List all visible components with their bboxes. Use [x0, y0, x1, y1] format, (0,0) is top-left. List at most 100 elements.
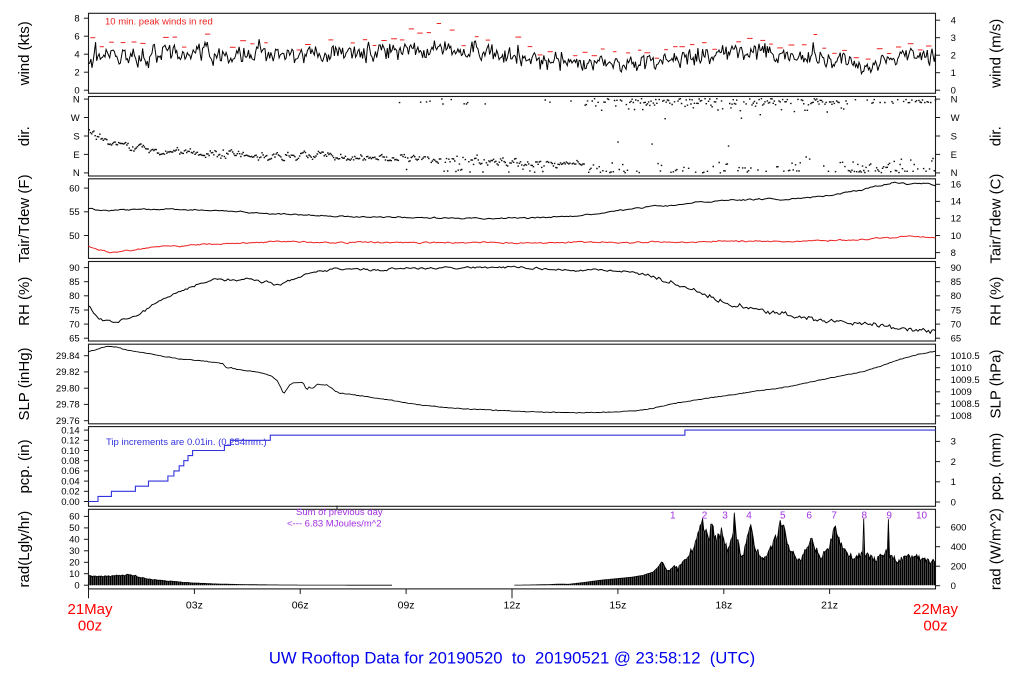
svg-text:70: 70 [951, 319, 962, 330]
svg-text:1: 1 [951, 68, 956, 79]
svg-text:1: 1 [670, 511, 676, 522]
svg-text:400: 400 [951, 542, 967, 553]
svg-text:9: 9 [886, 511, 892, 522]
svg-text:3: 3 [722, 511, 728, 522]
svg-text:Tip increments are 0.01in. (0.: Tip increments are 0.01in. (0.254mm.) [106, 437, 267, 448]
svg-text:1009.5: 1009.5 [951, 375, 980, 386]
svg-text:0: 0 [74, 581, 79, 592]
svg-text:rad (W/m^2): rad (W/m^2) [988, 508, 1005, 590]
svg-text:21z: 21z [821, 600, 838, 612]
svg-text:N: N [73, 168, 80, 179]
svg-text:18z: 18z [715, 600, 732, 612]
svg-text:85: 85 [951, 277, 962, 288]
svg-text:8: 8 [951, 248, 956, 259]
svg-text:1008.5: 1008.5 [951, 399, 980, 410]
svg-text:70: 70 [69, 319, 80, 330]
svg-text:W: W [71, 113, 80, 124]
svg-text:Tair/Tdew (F): Tair/Tdew (F) [16, 174, 33, 262]
svg-text:dir.: dir. [988, 126, 1005, 146]
svg-text:Tair/Tdew (C): Tair/Tdew (C) [988, 174, 1005, 264]
svg-text:50: 50 [69, 231, 80, 242]
svg-text:E: E [951, 150, 957, 161]
svg-text:N: N [951, 94, 958, 105]
svg-text:55: 55 [69, 207, 80, 218]
svg-text:S: S [951, 131, 957, 142]
svg-text:1009: 1009 [951, 387, 972, 398]
svg-text:29.84: 29.84 [56, 351, 80, 362]
svg-text:4: 4 [74, 50, 79, 61]
svg-text:200: 200 [951, 562, 967, 573]
svg-text:60: 60 [69, 512, 80, 523]
svg-text:80: 80 [69, 291, 80, 302]
svg-text:21May: 21May [67, 601, 113, 618]
svg-text:0.12: 0.12 [61, 436, 80, 447]
svg-text:5: 5 [780, 511, 786, 522]
svg-text:RH (%): RH (%) [16, 277, 33, 326]
svg-text:60: 60 [69, 183, 80, 194]
svg-text:0.08: 0.08 [61, 456, 80, 467]
svg-text:1008: 1008 [951, 411, 972, 422]
svg-text:29.82: 29.82 [56, 367, 80, 378]
svg-text:90: 90 [69, 263, 80, 274]
svg-text:8: 8 [74, 14, 79, 25]
svg-text:wind (m/s): wind (m/s) [988, 19, 1005, 89]
svg-text:0.10: 0.10 [61, 446, 80, 457]
svg-text:S: S [73, 131, 79, 142]
svg-text:10: 10 [951, 231, 962, 242]
svg-text:65: 65 [951, 334, 962, 345]
svg-text:8: 8 [862, 511, 868, 522]
svg-text:pcp. (in): pcp. (in) [16, 439, 33, 493]
svg-text:29.78: 29.78 [56, 400, 80, 411]
svg-text:4: 4 [951, 16, 956, 27]
svg-text:600: 600 [951, 523, 967, 534]
svg-text:75: 75 [69, 305, 80, 316]
svg-text:10 min. peak winds in red: 10 min. peak winds in red [105, 17, 213, 28]
svg-text:SLP (hPa): SLP (hPa) [988, 350, 1005, 419]
svg-text:00z: 00z [923, 618, 947, 635]
svg-text:15z: 15z [609, 600, 626, 612]
svg-text:UW Rooftop Data for 20190520: UW Rooftop Data for 20190520 to 20190521… [269, 649, 755, 668]
svg-text:RH (%): RH (%) [988, 277, 1005, 326]
svg-text:30: 30 [69, 546, 80, 557]
svg-text:6: 6 [806, 511, 812, 522]
svg-text:pcp. (mm): pcp. (mm) [988, 433, 1005, 501]
svg-text:2: 2 [702, 511, 708, 522]
svg-text:6: 6 [74, 32, 79, 43]
svg-text:0.00: 0.00 [61, 497, 80, 508]
svg-text:2: 2 [74, 68, 79, 79]
svg-text:2: 2 [951, 51, 956, 62]
svg-text:10: 10 [916, 511, 928, 522]
svg-text:0.04: 0.04 [61, 476, 80, 487]
svg-text:wind (kts): wind (kts) [16, 21, 33, 86]
svg-text:0.14: 0.14 [61, 425, 80, 436]
svg-text:dir.: dir. [16, 126, 33, 146]
svg-text:03z: 03z [186, 600, 203, 612]
svg-text:75: 75 [951, 305, 962, 316]
svg-text:29.76: 29.76 [56, 416, 80, 427]
svg-text:<--- 6.83 MJoules/m^2: <--- 6.83 MJoules/m^2 [287, 519, 381, 530]
svg-text:90: 90 [951, 263, 962, 274]
svg-text:40: 40 [69, 535, 80, 546]
svg-text:N: N [951, 168, 958, 179]
svg-text:0.06: 0.06 [61, 466, 80, 477]
svg-text:SLP (inHg): SLP (inHg) [16, 347, 33, 420]
svg-text:16: 16 [951, 180, 962, 191]
svg-text:2: 2 [951, 457, 956, 468]
svg-text:20: 20 [69, 558, 80, 569]
svg-text:65: 65 [69, 334, 80, 345]
svg-text:3: 3 [951, 33, 956, 44]
svg-text:50: 50 [69, 523, 80, 534]
svg-text:rad(Lgly/hr): rad(Lgly/hr) [16, 511, 33, 588]
svg-text:0: 0 [951, 581, 956, 592]
svg-text:3: 3 [951, 437, 956, 448]
svg-text:14: 14 [951, 197, 962, 208]
svg-text:10: 10 [69, 569, 80, 580]
svg-text:09z: 09z [398, 600, 415, 612]
svg-text:1: 1 [951, 477, 956, 488]
svg-text:7: 7 [831, 511, 837, 522]
svg-text:Sum of previous day: Sum of previous day [296, 507, 383, 518]
svg-text:W: W [951, 113, 960, 124]
svg-text:06z: 06z [292, 600, 309, 612]
svg-text:29.80: 29.80 [56, 384, 80, 395]
svg-text:0: 0 [951, 86, 956, 97]
